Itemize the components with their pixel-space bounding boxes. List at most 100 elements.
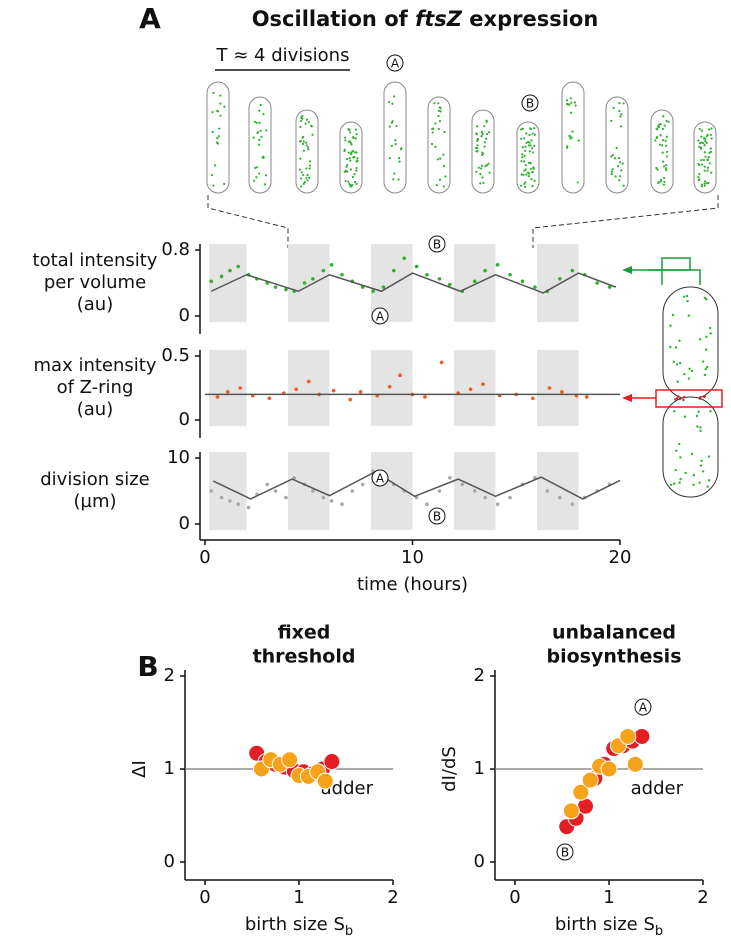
dot xyxy=(690,452,694,456)
dot xyxy=(524,181,527,184)
x-label-text: birth size S xyxy=(555,914,655,935)
dot xyxy=(619,125,623,128)
dot xyxy=(662,165,666,168)
dot xyxy=(520,137,523,140)
dot xyxy=(442,185,445,188)
dot xyxy=(616,165,620,168)
dot xyxy=(307,146,310,149)
cell xyxy=(605,96,629,194)
y-label: division size xyxy=(40,469,150,490)
dot xyxy=(665,119,668,122)
dot xyxy=(305,118,309,121)
dot xyxy=(301,114,304,118)
point xyxy=(340,502,344,507)
point xyxy=(350,489,355,493)
dot xyxy=(528,133,531,137)
dot xyxy=(487,131,491,134)
dot xyxy=(527,174,530,178)
dot xyxy=(483,141,486,144)
dot xyxy=(219,102,222,105)
point xyxy=(633,727,651,745)
dot xyxy=(262,155,265,158)
panel-label: A xyxy=(139,2,161,35)
marker-label: A xyxy=(376,310,385,324)
point xyxy=(358,390,363,394)
dot xyxy=(390,121,393,125)
dot xyxy=(355,160,358,163)
x-label-text: time (hours) xyxy=(357,574,468,595)
dot xyxy=(255,121,258,124)
dot xyxy=(346,163,349,167)
dot xyxy=(217,135,220,138)
dot xyxy=(531,132,534,135)
dot xyxy=(656,128,659,131)
marker-label: B xyxy=(526,97,534,111)
x-label-sub: b xyxy=(655,924,663,939)
dot xyxy=(662,139,665,142)
dot xyxy=(485,120,488,124)
point xyxy=(547,386,552,390)
dot xyxy=(654,139,657,142)
dot xyxy=(678,481,681,484)
dot xyxy=(521,156,524,159)
point xyxy=(607,285,612,289)
dot xyxy=(618,109,621,113)
point xyxy=(371,289,375,294)
dot xyxy=(344,169,347,172)
shaded-interval xyxy=(371,350,413,426)
dot xyxy=(300,119,303,122)
chart-title: threshold xyxy=(253,646,356,668)
dot xyxy=(612,106,615,109)
dot xyxy=(683,415,687,418)
dot xyxy=(347,151,350,154)
y-tick-label: 0 xyxy=(164,851,175,872)
dot xyxy=(662,183,666,186)
y-tick-label: 0.8 xyxy=(161,239,190,260)
dot xyxy=(388,125,391,128)
point xyxy=(570,268,575,273)
dot xyxy=(698,178,701,181)
title-part: Oscillation of xyxy=(252,7,415,31)
point xyxy=(402,256,407,261)
dot xyxy=(619,161,622,164)
dot xyxy=(351,175,354,179)
point xyxy=(495,502,500,507)
dot xyxy=(352,136,355,140)
point xyxy=(284,287,288,292)
point xyxy=(595,281,599,285)
connector xyxy=(532,195,719,248)
dot xyxy=(704,140,707,143)
dot xyxy=(672,360,675,364)
dot xyxy=(355,166,358,170)
point xyxy=(316,772,334,790)
cell xyxy=(427,96,451,194)
dot xyxy=(533,133,536,136)
dot xyxy=(708,326,712,330)
dot xyxy=(354,128,358,131)
point xyxy=(398,373,402,378)
dot xyxy=(259,129,262,132)
point xyxy=(226,390,230,394)
y-tick-label: 2 xyxy=(164,665,175,686)
point xyxy=(508,495,512,500)
cell xyxy=(516,121,540,194)
dot xyxy=(659,123,662,126)
dot xyxy=(436,158,440,161)
marker-circle xyxy=(556,843,574,861)
dot xyxy=(676,380,679,383)
x-tick-label: 2 xyxy=(697,887,708,908)
shaded-interval xyxy=(537,452,579,530)
dot xyxy=(398,160,401,163)
arrowhead xyxy=(622,266,632,274)
dot xyxy=(525,132,528,135)
dot xyxy=(520,160,523,163)
point xyxy=(414,495,419,500)
dot xyxy=(697,139,700,142)
dot xyxy=(262,112,265,116)
x-tick-label: 1 xyxy=(603,887,614,908)
dot xyxy=(619,115,622,118)
dot xyxy=(678,361,682,365)
dot xyxy=(663,124,666,127)
title: Oscillation of ftsZ expression xyxy=(252,7,599,31)
dot xyxy=(692,483,695,487)
